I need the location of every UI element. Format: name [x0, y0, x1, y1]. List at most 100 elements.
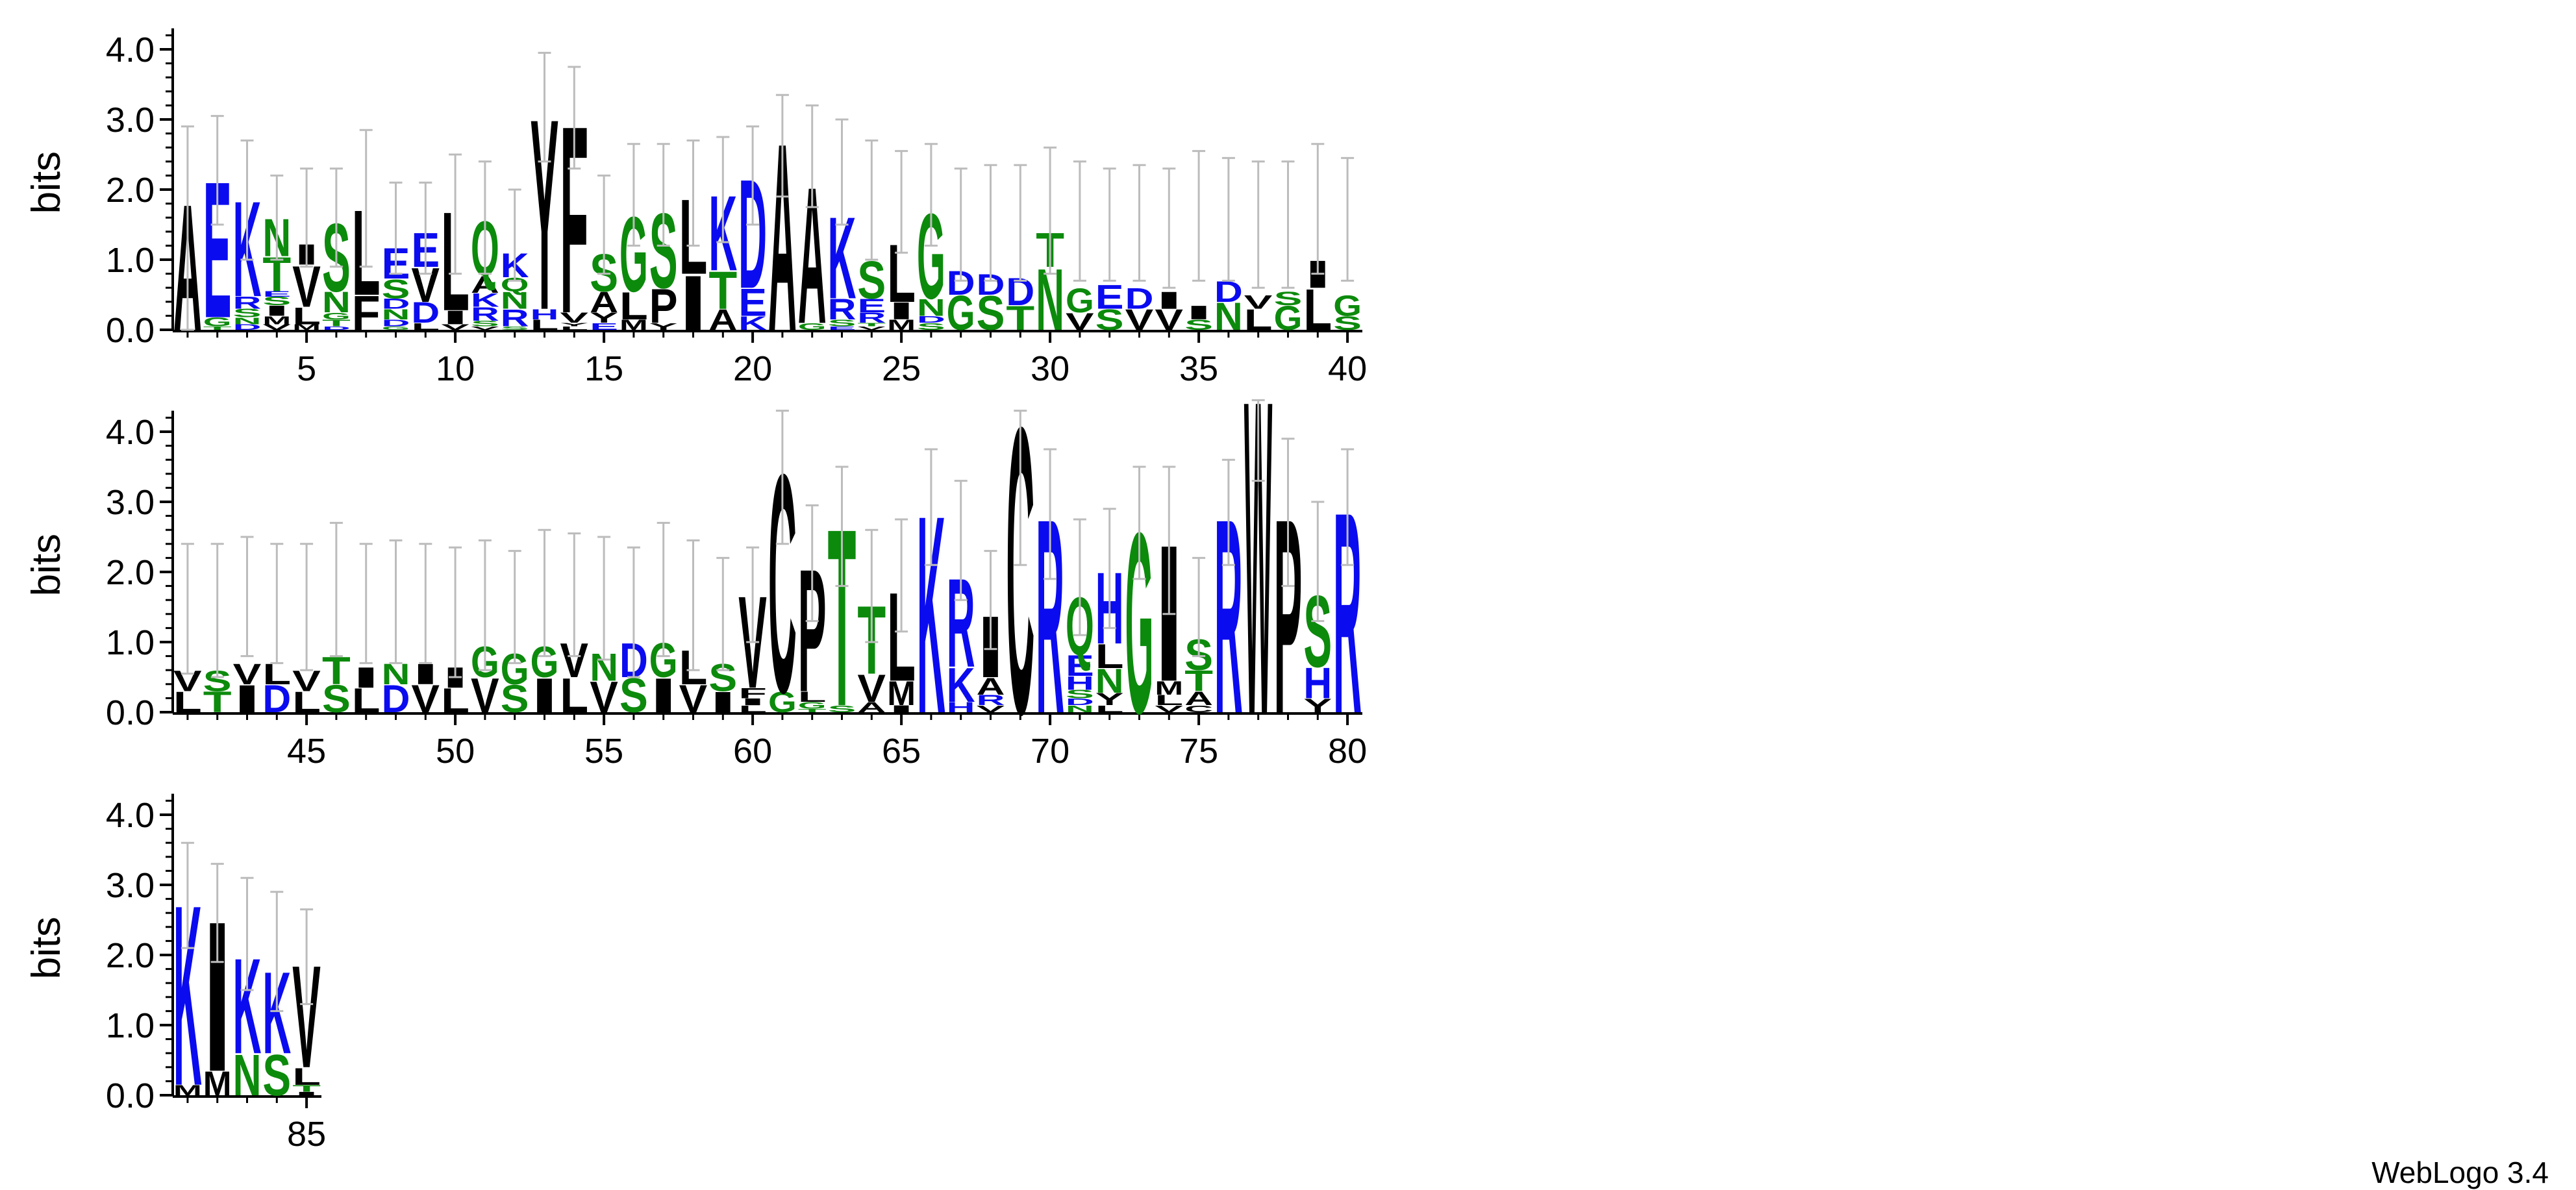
y-tick-label: 0.0	[106, 311, 155, 350]
error-bar	[775, 410, 789, 545]
residue-glyph-N: N	[382, 306, 410, 323]
x-tick-label: 50	[436, 732, 475, 771]
residue-glyph-A: A	[977, 673, 1005, 700]
residue-glyph-V: V	[233, 658, 262, 691]
error-bar	[270, 891, 284, 1012]
y-tick-label: 1.0	[106, 1006, 155, 1045]
residue-glyph-G: G	[1274, 299, 1303, 338]
error-bar	[746, 546, 760, 643]
error-bar	[329, 167, 343, 268]
y-tick-label: 2.0	[106, 553, 155, 592]
residue-glyph-V: V	[1155, 704, 1183, 715]
y-axis-label: bits	[24, 534, 69, 596]
residue-glyph-I: I	[738, 697, 767, 708]
error-bar	[1162, 465, 1176, 615]
error-bar	[686, 139, 700, 247]
residue-glyph-L: L	[352, 682, 381, 719]
residue-glyph-F: F	[352, 286, 381, 341]
residue-glyph-M: M	[887, 675, 916, 713]
residue-glyph-L: L	[411, 321, 440, 332]
error-bar	[270, 174, 284, 261]
error-bar	[686, 539, 700, 671]
residue-glyph-L: L	[619, 284, 648, 328]
residue-glyph-L: L	[1095, 638, 1124, 675]
residue-glyph-V: V	[1066, 308, 1094, 336]
error-bar	[1014, 410, 1027, 566]
residue-glyph-Y: Y	[649, 321, 678, 332]
x-tick-label: 65	[882, 732, 921, 771]
residue-glyph-S: S	[262, 1043, 291, 1108]
residue-glyph-V: V	[1125, 303, 1154, 336]
residue-glyph-D: D	[322, 325, 351, 330]
error-bar	[984, 164, 997, 282]
error-bar	[1073, 160, 1086, 282]
error-bar	[716, 556, 730, 671]
error-bar	[1251, 399, 1265, 482]
residue-glyph-R: R	[471, 304, 499, 325]
residue-glyph-Y: Y	[560, 322, 588, 327]
error-bar	[181, 543, 194, 675]
residue-glyph-E: E	[738, 281, 767, 325]
residue-glyph-T: T	[203, 686, 232, 718]
residue-glyph-V: V	[411, 677, 440, 721]
error-bar	[835, 465, 849, 588]
residue-glyph-A: A	[857, 699, 886, 715]
error-bar	[1103, 508, 1116, 629]
residue-glyph-I: I	[649, 669, 678, 723]
residue-glyph-I: I	[262, 303, 291, 319]
residue-glyph-M: M	[619, 316, 648, 333]
residue-glyph-L: L	[798, 689, 827, 705]
residue-glyph-N: N	[233, 1043, 262, 1108]
residue-glyph-A: A	[590, 286, 618, 319]
error-bar	[657, 143, 670, 247]
residue-glyph-T: T	[798, 708, 827, 713]
residue-glyph-S: S	[501, 325, 529, 330]
residue-glyph-A: A	[471, 271, 499, 298]
x-tick-label: 55	[584, 732, 623, 771]
x-tick-label: 40	[1328, 349, 1367, 388]
residue-glyph-H: H	[1066, 673, 1094, 694]
x-tick-label: 35	[1179, 349, 1218, 388]
error-bar	[805, 104, 819, 208]
residue-glyph-P: P	[649, 279, 678, 333]
error-bar	[478, 539, 492, 671]
residue-glyph-S: S	[322, 678, 351, 721]
residue-glyph-L: L	[1244, 303, 1273, 336]
residue-glyph-G: G	[382, 325, 410, 330]
error-bar	[895, 518, 908, 633]
error-bar	[210, 543, 224, 678]
error-bar	[746, 125, 760, 226]
error-bar	[478, 160, 492, 275]
error-bar	[627, 143, 640, 247]
residue-glyph-I: I	[352, 661, 381, 693]
residue-glyph-V: V	[471, 325, 499, 330]
residue-glyph-G: G	[798, 321, 827, 332]
residue-glyph-D: D	[262, 676, 291, 721]
error-bar	[300, 543, 314, 671]
x-tick-label: 60	[733, 732, 772, 771]
error-bar	[1192, 556, 1206, 658]
residue-glyph-R: R	[233, 293, 262, 312]
error-bar	[865, 139, 879, 261]
residue-glyph-L: L	[1155, 692, 1183, 708]
error-bar	[1044, 448, 1057, 580]
x-tick-label: 45	[287, 732, 326, 771]
error-bar	[419, 181, 432, 275]
error-bar	[389, 539, 403, 664]
residue-glyph-G: G	[947, 286, 975, 341]
residue-glyph-S: S	[977, 286, 1005, 340]
error-bar	[954, 480, 968, 601]
residue-glyph-W: W	[1244, 306, 1273, 808]
error-bar	[1103, 167, 1116, 282]
residue-glyph-E: E	[1066, 649, 1094, 682]
residue-glyph-M: M	[203, 1065, 232, 1103]
residue-glyph-V: V	[560, 310, 588, 326]
residue-glyph-T: T	[203, 325, 232, 330]
residue-glyph-R: R	[857, 310, 886, 326]
error-bar	[449, 153, 462, 275]
residue-glyph-T: T	[708, 261, 737, 321]
residue-glyph-G: G	[322, 310, 351, 321]
residue-glyph-Y: Y	[1095, 689, 1124, 709]
